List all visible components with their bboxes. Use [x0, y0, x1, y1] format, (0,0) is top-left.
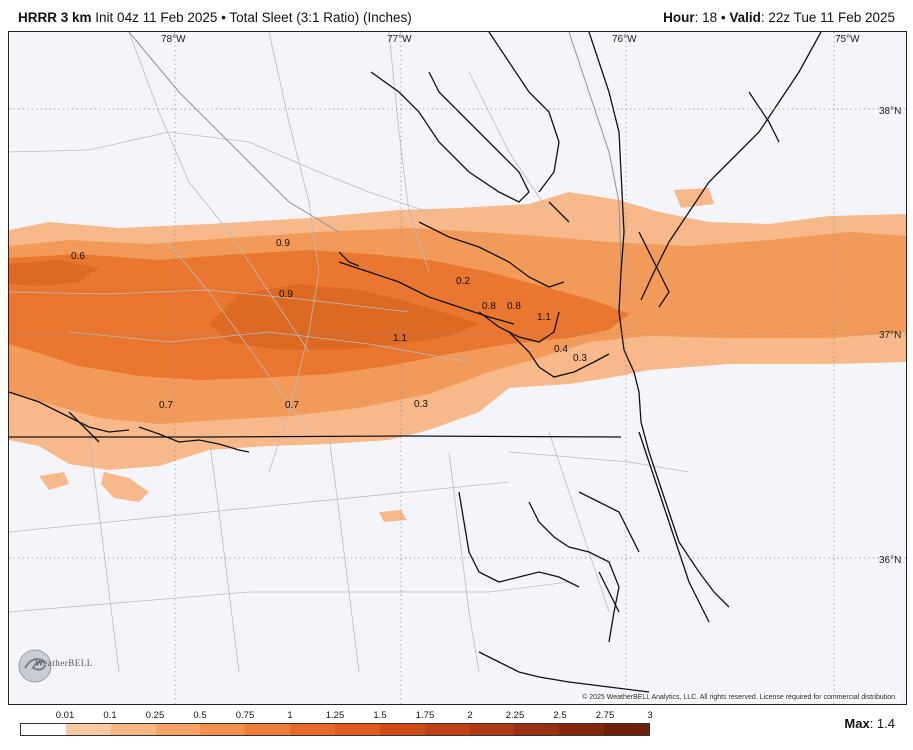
hour-label: Hour — [663, 10, 695, 25]
legend-swatch — [65, 724, 111, 735]
legend-swatch — [379, 724, 425, 735]
legend-tick-label: 0.75 — [235, 710, 255, 721]
separator: • — [221, 10, 226, 25]
legend-swatch — [559, 724, 605, 735]
lon-label-75w: 75°W — [835, 34, 860, 45]
valid-label: Valid — [729, 10, 761, 25]
legend-tick-label: 1.75 — [415, 710, 435, 721]
legend-tick-label: 0.01 — [55, 710, 75, 721]
value-label: 0.8 — [482, 301, 496, 312]
legend-tick-label: 2 — [467, 710, 473, 721]
value-label: 0.8 — [507, 301, 521, 312]
state-borders — [128, 32, 622, 273]
value-label: 0.4 — [554, 344, 568, 355]
legend-tick-label: 0.1 — [103, 710, 117, 721]
legend-swatch — [155, 724, 201, 735]
patch-ne — [674, 188, 714, 208]
legend-tick-label: 2.75 — [595, 710, 615, 721]
copyright-notice: © 2025 WeatherBELL Analytics, LLC. All r… — [579, 694, 900, 701]
lon-label-76w: 76°W — [612, 34, 637, 45]
lon-label-77w: 77°W — [387, 34, 412, 45]
legend-tick-label: 2.25 — [505, 710, 525, 721]
logo-swirl-icon — [18, 649, 52, 683]
legend-swatch — [110, 724, 156, 735]
county-lines — [9, 32, 690, 673]
coastlines — [9, 32, 822, 693]
value-label: 0.6 — [71, 251, 85, 262]
legend-swatch — [290, 724, 336, 735]
band-darker-west — [9, 260, 99, 286]
legend-tick-label: 3 — [647, 710, 653, 721]
sleet-shading — [9, 188, 906, 522]
value-label: 0.2 — [456, 276, 470, 287]
model-name: HRRR 3 km — [18, 10, 92, 25]
init-time: Init 04z 11 Feb 2025 — [95, 10, 218, 25]
valid-info: Hour: 18 • Valid: 22z Tue 11 Feb 2025 — [663, 10, 895, 25]
legend-swatch — [335, 724, 380, 735]
legend-tick-label: 1.5 — [373, 710, 387, 721]
legend-tick-label: 1 — [287, 710, 293, 721]
patch-sw2 — [101, 472, 149, 502]
legend-tick-label: 1.25 — [325, 710, 345, 721]
header: HRRR 3 km Init 04z 11 Feb 2025 • Total S… — [0, 0, 913, 30]
legend-swatch — [245, 724, 291, 735]
hour-value: : 18 — [694, 10, 718, 25]
weatherbell-logo: WeatherBELL — [15, 646, 105, 686]
map-title: HRRR 3 km Init 04z 11 Feb 2025 • Total S… — [18, 10, 412, 25]
value-label: 0.3 — [414, 399, 428, 410]
max-label: Max — [844, 716, 870, 731]
legend-swatch — [514, 724, 560, 735]
patch-sw1 — [39, 472, 69, 490]
max-number: : 1.4 — [869, 716, 895, 731]
value-label: 0.9 — [276, 238, 290, 249]
legend: 0.01 0.1 0.25 0.5 0.75 1 1.25 1.5 1.75 2 2.25 2.5 2.… — [0, 706, 913, 750]
value-label: 0.3 — [573, 353, 587, 364]
value-label: 0.9 — [279, 289, 293, 300]
legend-swatch — [21, 724, 66, 735]
lat-label-38n: 38°N — [879, 106, 901, 117]
valid-value: : 22z Tue 11 Feb 2025 — [760, 10, 895, 25]
value-label: 1.1 — [393, 333, 407, 344]
legend-colorbar — [20, 723, 650, 736]
lat-label-36n: 36°N — [879, 555, 901, 566]
lon-label-78w: 78°W — [161, 34, 186, 45]
patch-se — [379, 510, 407, 522]
logo-text: WeatherBELL — [35, 658, 93, 668]
lat-label-37n: 37°N — [879, 330, 901, 341]
legend-swatch — [469, 724, 515, 735]
legend-swatch — [424, 724, 470, 735]
legend-swatch — [604, 724, 650, 735]
map-canvas[interactable]: 78°W 77°W 76°W 75°W 38°N 37°N 36°N 0.6 0… — [9, 32, 907, 705]
legend-tick-label: 0.25 — [145, 710, 165, 721]
legend-swatch — [200, 724, 246, 735]
band-darker — [209, 284, 479, 350]
legend-tick-label: 2.5 — [553, 710, 567, 721]
value-label: 1.1 — [537, 312, 551, 323]
map-frame[interactable]: 78°W 77°W 76°W 75°W 38°N 37°N 36°N 0.6 0… — [8, 31, 907, 705]
value-label: 0.7 — [285, 400, 299, 411]
va-nc-border — [9, 435, 622, 438]
value-label: 0.7 — [159, 400, 173, 411]
graticule — [9, 32, 906, 704]
separator-2: • — [720, 10, 726, 25]
legend-ticks: 0.01 0.1 0.25 0.5 0.75 1 1.25 1.5 1.75 2 2.25 2.5 2.… — [20, 710, 660, 724]
max-value: Max: 1.4 — [844, 716, 895, 731]
product-name: Total Sleet (3:1 Ratio) (Inches) — [229, 10, 412, 25]
legend-tick-label: 0.5 — [193, 710, 207, 721]
